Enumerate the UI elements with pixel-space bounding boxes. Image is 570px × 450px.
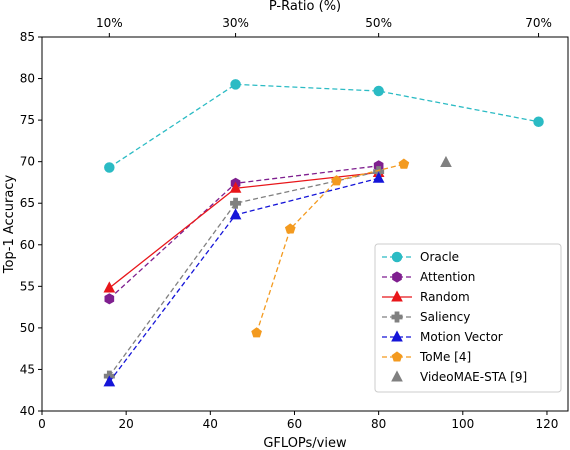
series-line: [108, 177, 379, 383]
series-tome-4: [251, 158, 410, 338]
x-tick-label: 120: [536, 417, 559, 431]
series-line: [108, 83, 539, 169]
x-tick-label: 20: [119, 417, 134, 431]
x-tick-label: 80: [371, 417, 386, 431]
legend-marker: [391, 290, 403, 302]
legend-marker: [391, 251, 403, 263]
data-point: [331, 175, 342, 186]
data-point: [398, 158, 410, 169]
data-point: [251, 327, 262, 338]
legend-label: Attention: [420, 270, 475, 284]
legend-label: Oracle: [420, 250, 459, 264]
legend-item: Random: [382, 290, 470, 304]
axes-layer: 0 20 40 60 80 100 120 40 45 50 55 60 65 70 75 80 85 10% 30…: [20, 16, 559, 431]
legend-marker: [391, 330, 403, 342]
legend-marker: [391, 370, 403, 382]
data-point: [533, 116, 544, 128]
y-tick-label: 80: [20, 72, 35, 86]
legend-item: Saliency: [382, 310, 470, 324]
data-point: [373, 85, 384, 97]
series-motion-vector: [103, 171, 385, 387]
legend-label: VideoMAE-STA [9]: [420, 370, 527, 384]
y-tick-label: 70: [20, 155, 35, 169]
legend-label: Motion Vector: [420, 330, 503, 344]
data-point: [104, 162, 115, 173]
top-axis-label: P-Ratio (%): [269, 0, 341, 14]
y-tick-label: 60: [20, 238, 35, 252]
legend-label: ToMe [4]: [419, 350, 471, 364]
series-saliency: [103, 166, 385, 382]
series-line: [108, 171, 379, 289]
series-line: [108, 165, 379, 300]
series-random: [103, 165, 385, 293]
legend-marker: [391, 351, 403, 362]
data-point: [440, 155, 452, 167]
series-attention: [104, 160, 384, 305]
series-layer: [103, 79, 544, 387]
y-tick-label: 65: [20, 196, 35, 210]
series-line: [108, 171, 379, 377]
y-tick-label: 75: [20, 113, 35, 127]
data-point: [229, 181, 242, 193]
legend-item: Attention: [382, 270, 475, 284]
data-point: [103, 375, 116, 387]
y-tick-label: 55: [20, 279, 35, 293]
y-tick-label: 50: [20, 321, 35, 335]
y-axis-label: Top-1 Accuracy: [2, 175, 17, 275]
y-tick-label: 45: [20, 362, 35, 376]
data-point: [230, 197, 242, 209]
legend-label: Random: [420, 290, 470, 304]
series-line: [255, 163, 405, 334]
top-tick-label: 50%: [365, 16, 392, 30]
data-point: [229, 208, 242, 220]
legend-label: Saliency: [420, 310, 470, 324]
x-tick-label: 40: [203, 417, 218, 431]
data-point: [103, 281, 116, 293]
y-tick-label: 85: [20, 30, 35, 44]
x-tick-label: 0: [38, 417, 46, 431]
y-tick-label: 40: [20, 404, 35, 418]
data-point: [372, 171, 385, 183]
x-tick-label: 100: [451, 417, 474, 431]
data-point: [284, 223, 296, 234]
legend-marker: [392, 271, 402, 283]
legend-box: [374, 243, 562, 393]
data-point: [104, 293, 115, 305]
legend-marker: [391, 311, 403, 323]
legend-item: VideoMAE-STA [9]: [391, 370, 527, 384]
legend-item: Motion Vector: [382, 330, 503, 344]
x-axis-label: GFLOPs/view: [263, 436, 347, 450]
series-videomae-sta-9: [440, 155, 452, 167]
plot-frame: [41, 36, 569, 412]
top-tick-label: 30%: [222, 16, 249, 30]
top-tick-label: 70%: [525, 16, 552, 30]
legend-item: ToMe [4]: [382, 350, 471, 364]
legend-item: Oracle: [382, 250, 459, 264]
data-point: [230, 79, 241, 90]
x-tick-label: 60: [287, 417, 302, 431]
top-tick-label: 10%: [96, 16, 123, 30]
legend: Oracle Attention Random Saliency Motion Vect…: [374, 243, 562, 393]
series-oracle: [104, 79, 544, 173]
